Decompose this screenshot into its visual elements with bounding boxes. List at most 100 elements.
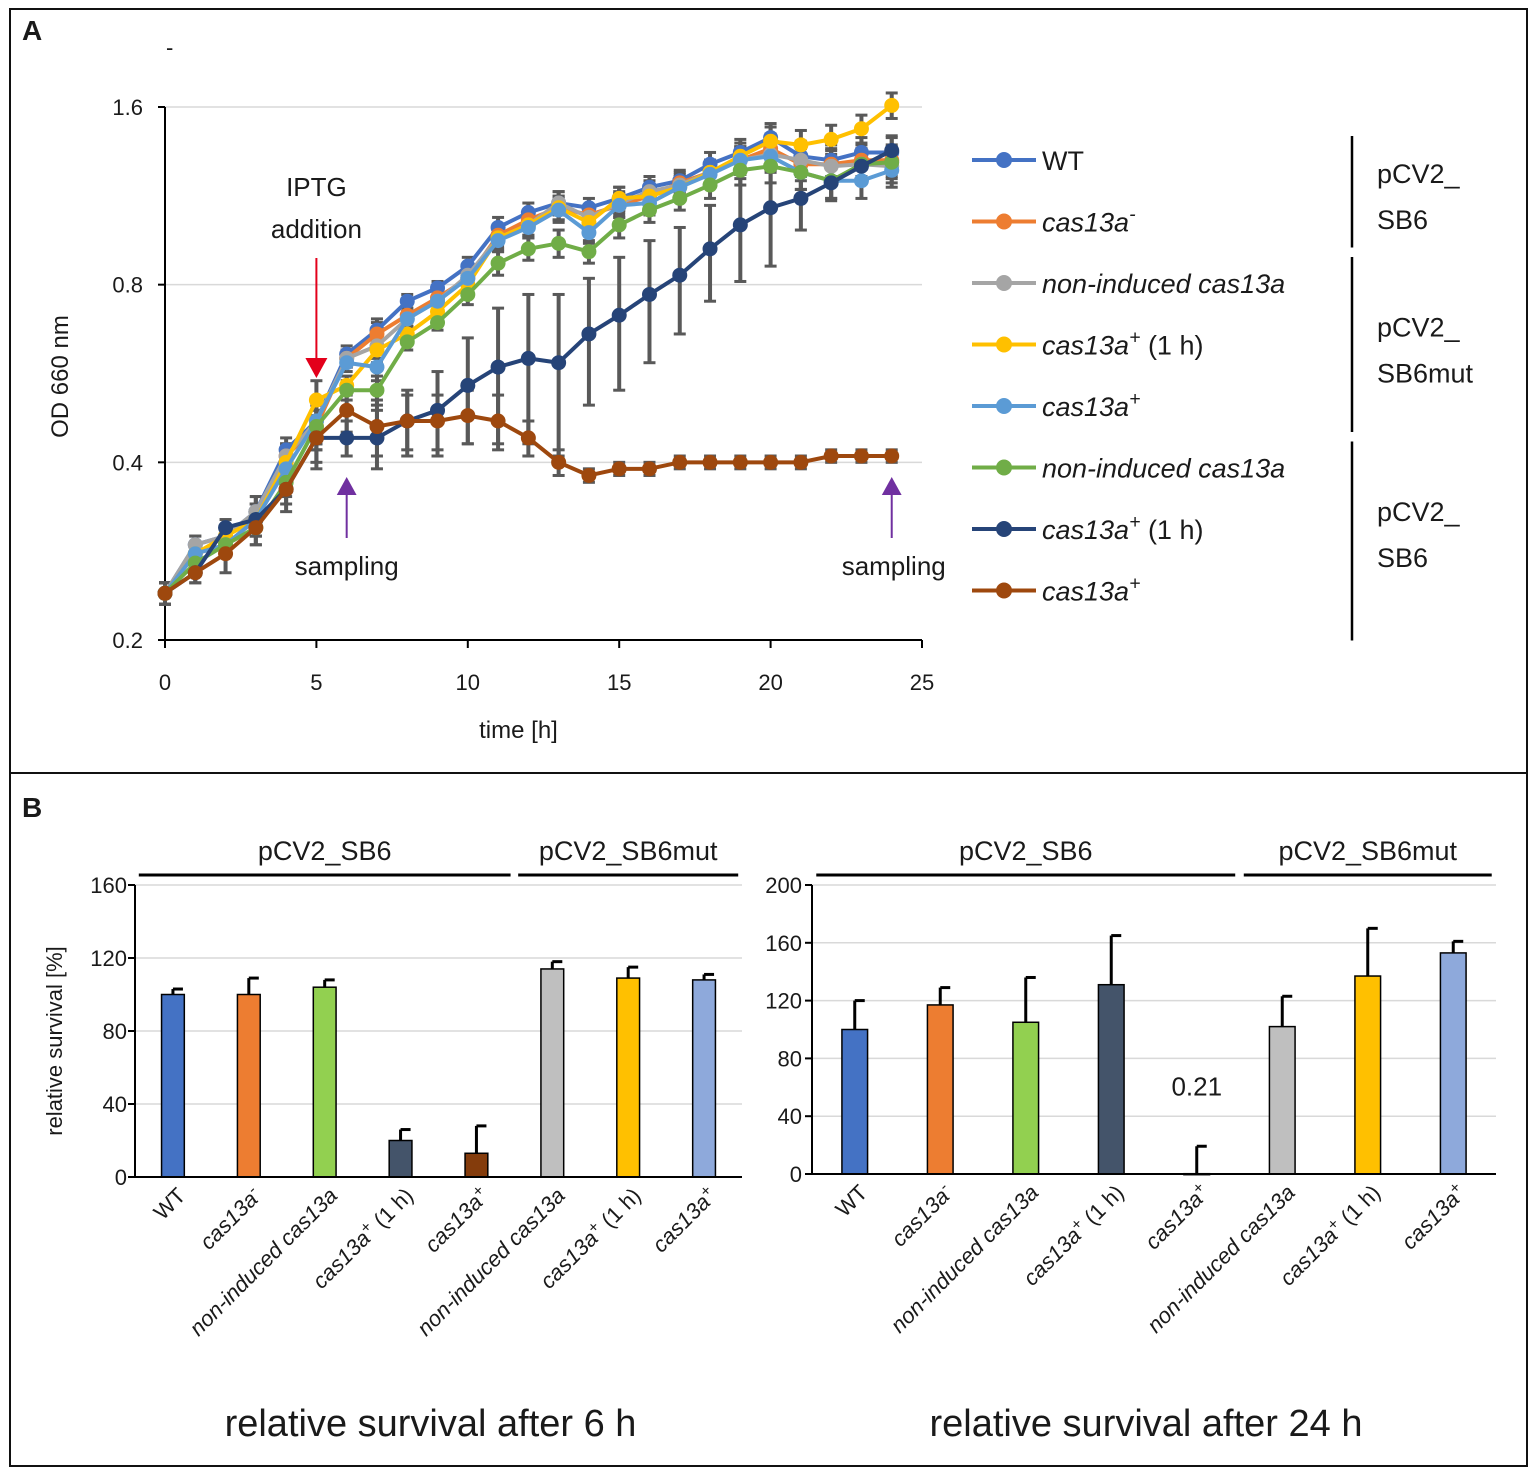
stray-mark: - — [166, 35, 173, 60]
y-tick-label: 0.4 — [112, 450, 143, 475]
legend-label: non-induced cas13a — [1042, 454, 1285, 484]
bar-group: cas13a+ — [646, 972, 721, 1257]
bar-group: WT — [830, 999, 872, 1222]
data-point — [581, 244, 597, 260]
data-point — [763, 158, 779, 174]
data-point — [339, 382, 355, 398]
label-main: cas13a — [1198, 269, 1285, 299]
category-label: cas13a+ — [646, 1182, 721, 1257]
data-point — [339, 402, 355, 418]
legend-group-label: pCV2_ — [1377, 313, 1461, 343]
legend-entry-mut_plus: cas13a+ — [972, 388, 1140, 422]
legend-group: pCV2_ SB6 — [1350, 136, 1461, 248]
x-tick-label: 20 — [758, 670, 782, 695]
legend-group-label: pCV2_ — [1377, 159, 1461, 189]
annotation-text: sampling — [295, 551, 399, 581]
category-label: non-induced cas13a — [1142, 1180, 1300, 1338]
data-point — [399, 293, 415, 309]
data-point — [218, 546, 234, 562]
legend-group-label: pCV2_ — [1377, 497, 1461, 527]
annotation-text: IPTG — [286, 172, 347, 202]
data-point — [581, 225, 597, 241]
data-point — [399, 311, 415, 327]
data-point — [641, 286, 657, 302]
survival-24h-chart: 0 40 80 120 160 200 WT cas13a-non-induced cas13… — [765, 836, 1496, 1445]
bar — [616, 977, 641, 1178]
data-point — [399, 413, 415, 429]
bar — [1354, 975, 1382, 1175]
data-point — [399, 334, 415, 350]
data-point — [884, 97, 900, 113]
series-mut_plus — [157, 148, 900, 601]
legend-label: cas13a+ (1 h) — [1042, 511, 1203, 545]
data-point — [611, 461, 627, 477]
data-point — [611, 307, 627, 323]
data-point — [520, 219, 536, 235]
data-point — [732, 217, 748, 233]
legend-entry-sb6_noninduced: non-induced cas13a — [972, 454, 1285, 484]
data-point — [308, 392, 324, 408]
legend-entry-sb6_plus: cas13a+ — [972, 573, 1140, 607]
bar-group: cas13a- — [194, 976, 267, 1255]
category-label: cas13a+ — [419, 1182, 494, 1257]
x-axis-title: time [h] — [479, 717, 558, 744]
label-main: cas13a — [1042, 515, 1129, 545]
legend-entry-sb6_plus1h: cas13a+ (1 h) — [972, 511, 1203, 545]
data-point — [823, 131, 839, 147]
label-main: cas13a — [1198, 454, 1285, 484]
label-main: WT — [1042, 146, 1084, 176]
bar-group: cas13a+ — [1140, 1144, 1211, 1254]
data-point — [763, 200, 779, 216]
y-tick-label: 0.8 — [112, 273, 143, 298]
label-main: cas13a — [502, 1183, 570, 1251]
data-point — [430, 293, 446, 309]
y-tick-label: 0 — [790, 1162, 802, 1187]
data-point — [763, 454, 779, 470]
legend-swatch-marker — [996, 398, 1012, 414]
legend-swatch-marker — [996, 459, 1012, 476]
bar — [841, 1028, 869, 1175]
panel-letter-a: A — [22, 15, 42, 46]
category-label: cas13a+ — [1395, 1179, 1470, 1254]
data-point — [460, 377, 476, 393]
x-tick-label: 0 — [159, 670, 171, 695]
label-main: cas13a — [420, 1189, 488, 1257]
y-axis-title: OD 660 nm — [47, 315, 74, 438]
label-main: cas13a — [1042, 392, 1129, 422]
category-label: cas13a- — [194, 1182, 267, 1255]
label-superscript: + — [1129, 573, 1140, 595]
annotation-text: sampling — [842, 551, 946, 581]
data-point — [520, 430, 536, 446]
data-point — [581, 326, 597, 342]
label-superscript: + — [1129, 388, 1140, 410]
y-tick-label: 0.2 — [112, 628, 143, 653]
group-bracket: pCV2_SB6 — [816, 836, 1236, 877]
data-point — [551, 454, 567, 470]
label-main: cas13a — [1275, 1223, 1343, 1291]
bar-group: non-induced cas13a — [1142, 994, 1300, 1338]
data-point — [884, 448, 900, 464]
legend-entry-mut_plus1h: cas13a+ (1 h) — [972, 327, 1203, 361]
data-point — [853, 121, 869, 137]
category-label: WT — [830, 1180, 872, 1222]
data-point — [460, 270, 476, 286]
data-point — [369, 342, 385, 358]
data-point — [339, 430, 355, 446]
data-point — [672, 179, 688, 195]
annotation-sampling: sampling — [842, 477, 946, 581]
legend-group: pCV2_ SB6 — [1350, 441, 1461, 641]
bar-group: non-induced cas13a — [885, 975, 1043, 1338]
data-point — [490, 233, 506, 249]
bar — [236, 993, 261, 1178]
legend-swatch-marker — [996, 213, 1012, 230]
data-point — [369, 419, 385, 435]
label-main: cas13a — [1140, 1186, 1208, 1254]
label-main: cas13a — [1042, 577, 1129, 607]
legend-entry-wt: WT — [972, 146, 1084, 176]
legend-entry-minus: cas13a- — [972, 204, 1136, 238]
category-label: WT — [149, 1183, 191, 1225]
data-point — [823, 158, 839, 174]
legend-swatch-marker — [996, 336, 1012, 353]
legend-label: cas13a+ — [1042, 388, 1140, 422]
annotation-text: addition — [271, 214, 362, 244]
